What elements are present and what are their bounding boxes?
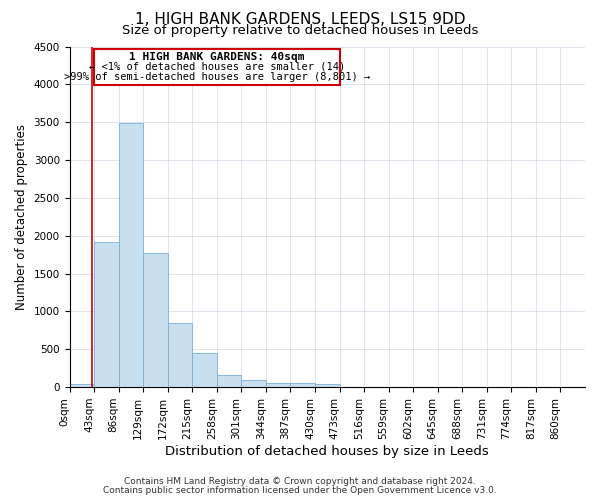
Bar — [217, 374, 241, 387]
Bar — [266, 384, 290, 387]
Text: >99% of semi-detached houses are larger (8,801) →: >99% of semi-detached houses are larger … — [64, 72, 370, 82]
Bar — [241, 380, 266, 387]
Bar — [94, 49, 340, 85]
Bar — [94, 242, 119, 387]
Text: Contains public sector information licensed under the Open Government Licence v3: Contains public sector information licen… — [103, 486, 497, 495]
Text: Size of property relative to detached houses in Leeds: Size of property relative to detached ho… — [122, 24, 478, 37]
Text: 1, HIGH BANK GARDENS, LEEDS, LS15 9DD: 1, HIGH BANK GARDENS, LEEDS, LS15 9DD — [135, 12, 465, 28]
Bar — [119, 123, 143, 387]
Text: 1 HIGH BANK GARDENS: 40sqm: 1 HIGH BANK GARDENS: 40sqm — [129, 52, 305, 62]
Text: Contains HM Land Registry data © Crown copyright and database right 2024.: Contains HM Land Registry data © Crown c… — [124, 477, 476, 486]
X-axis label: Distribution of detached houses by size in Leeds: Distribution of detached houses by size … — [166, 444, 489, 458]
Bar — [192, 352, 217, 387]
Bar — [70, 384, 94, 387]
Bar — [168, 323, 192, 387]
Y-axis label: Number of detached properties: Number of detached properties — [15, 124, 28, 310]
Text: ← <1% of detached houses are smaller (14): ← <1% of detached houses are smaller (14… — [89, 62, 345, 72]
Bar — [290, 384, 315, 387]
Bar — [143, 253, 168, 387]
Bar — [315, 384, 340, 387]
